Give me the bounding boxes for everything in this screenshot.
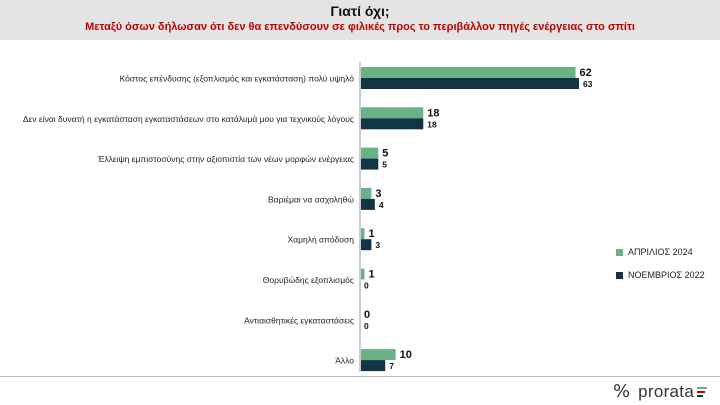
bar-november-2022 [361,360,386,372]
bar-april-2024 [361,349,396,361]
category-label: Κόστος επένδυσης (εξοπλισμός και εγκατάσ… [120,74,355,84]
page-subtitle: Μεταξύ όσων δήλωσαν ότι δεν θα επενδύσου… [85,21,635,33]
logo-wordmark: prorata [638,381,695,401]
data-label: 1 [368,269,374,281]
data-label: 18 [427,119,437,129]
bar-november-2022 [361,158,379,170]
data-label: 4 [379,200,384,210]
bar-april-2024 [361,187,372,199]
percent-icon: % [613,381,631,402]
legend-item: ΑΠΡΙΛΙΟΣ 2024 [616,246,705,258]
logo-stripes-icon [697,386,708,398]
data-label: 5 [382,148,388,160]
data-label: 7 [389,361,394,371]
category-label: Βαριέμαι να ασχοληθώ [268,194,354,204]
bar-april-2024 [361,268,365,280]
category-label: Άλλο [335,356,354,366]
data-label: 10 [400,349,412,361]
data-label: 3 [375,240,380,250]
data-label: 0 [364,309,370,321]
logo-stripe [697,390,706,393]
data-label: 0 [364,321,369,331]
legend-label: ΝΟΕΜΒΡΙΟΣ 2022 [628,270,705,280]
category-label: Χαμηλή απόδοση [288,235,355,245]
category-label: Θορυβώδης εξοπλισμός [263,275,354,285]
header-band [0,0,720,40]
bar-april-2024 [361,67,576,78]
data-label: 0 [364,281,369,291]
category-label: Δεν είναι δυνατή η εγκατάσταση εγκαταστά… [23,114,354,124]
logo-stripe [697,394,704,397]
category-label: Αντιαισθητικές εγκαταστάσεις [244,315,354,325]
bar-november-2022 [361,118,424,130]
bar-april-2024 [361,107,424,119]
bar-april-2024 [361,147,379,159]
category-label: Έλλειψη εμπιστοσύνης στην αξιοπιστία των… [97,154,354,164]
data-label: 3 [375,188,381,200]
footer-divider [0,376,720,377]
bar-november-2022 [361,239,372,251]
page-title: Γιατί όχι; [330,3,390,19]
data-label: 5 [382,160,387,170]
bar-november-2022 [361,78,579,89]
bar-april-2024 [361,228,365,240]
data-label: 62 [580,67,592,79]
data-label: 1 [368,228,374,240]
chart-legend: ΑΠΡΙΛΙΟΣ 2024 ΝΟΕΜΒΡΙΟΣ 2022 [616,246,705,292]
bar-november-2022 [361,198,375,210]
data-label: 18 [427,107,439,119]
prorata-logo: % prorata [613,381,708,402]
legend-swatch [616,271,623,279]
legend-label: ΑΠΡΙΛΙΟΣ 2024 [628,247,693,257]
legend-item: ΝΟΕΜΒΡΙΟΣ 2022 [616,269,705,281]
data-label: 63 [583,79,593,89]
logo-stripe [697,386,708,389]
legend-swatch [616,248,623,256]
